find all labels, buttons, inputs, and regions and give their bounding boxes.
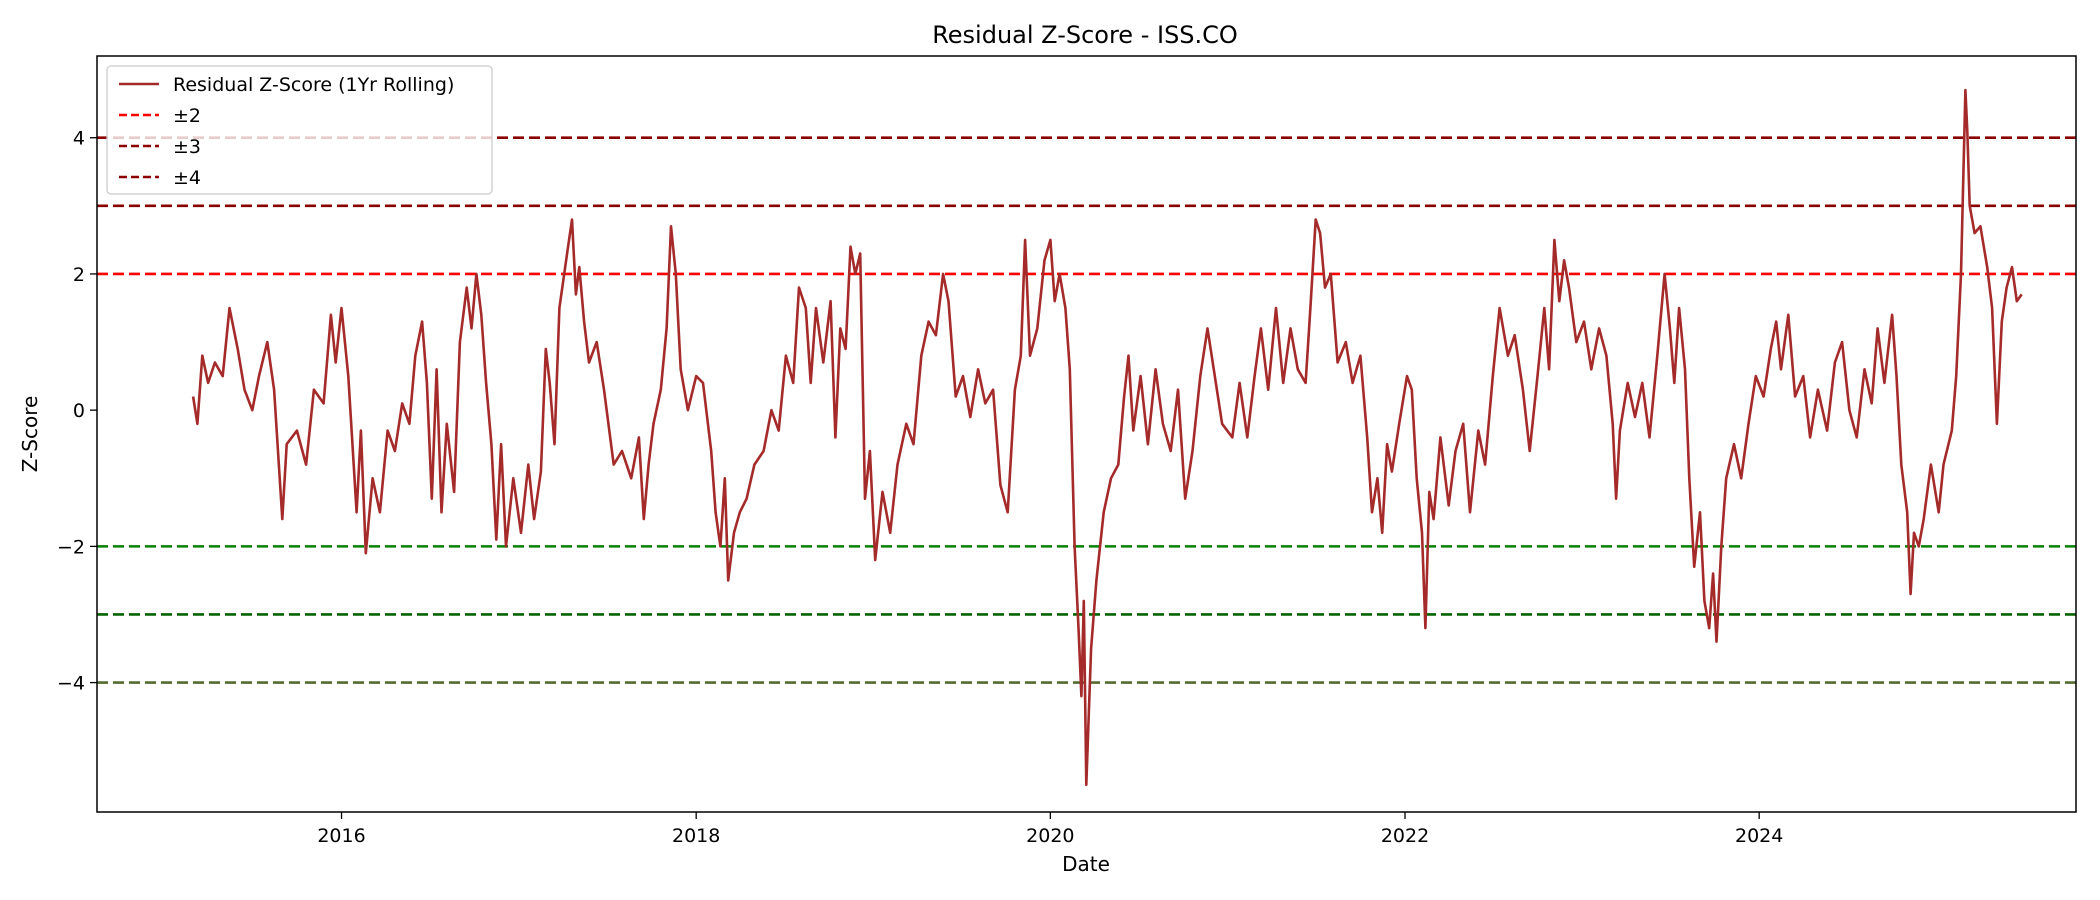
legend-label: ±4: [173, 167, 201, 189]
y-tick-label: 2: [73, 264, 85, 286]
x-tick-label: 2020: [1026, 825, 1074, 847]
legend-label: Residual Z-Score (1Yr Rolling): [173, 74, 454, 96]
x-tick-label: 2022: [1381, 825, 1429, 847]
y-tick-label: 4: [73, 128, 85, 150]
x-tick-label: 2024: [1735, 825, 1783, 847]
legend-label: ±2: [173, 105, 201, 127]
reference-lines: [97, 136, 2076, 684]
legend: Residual Z-Score (1Yr Rolling) ±2 ±3 ±4: [106, 65, 493, 195]
y-tick-label: −2: [57, 536, 85, 558]
x-axis-title: Date: [1062, 852, 1110, 876]
x-tick-label: 2018: [672, 825, 720, 847]
plot-frame: [96, 55, 2077, 813]
series-layer: [191, 88, 2023, 787]
series-line: [191, 88, 2023, 787]
y-axis-ticks: 4 2 0 −2 −4: [57, 128, 97, 695]
y-tick-label: 0: [73, 400, 85, 422]
legend-box: [106, 65, 493, 195]
chart-title: Residual Z-Score - ISS.CO: [932, 21, 1238, 49]
x-axis-ticks: 2016 2018 2020 2022 2024: [317, 812, 1783, 847]
legend-label: ±3: [173, 136, 201, 158]
y-axis-title: Z-Score: [18, 396, 42, 473]
x-tick-label: 2016: [317, 825, 365, 847]
y-tick-label: −4: [57, 673, 85, 695]
